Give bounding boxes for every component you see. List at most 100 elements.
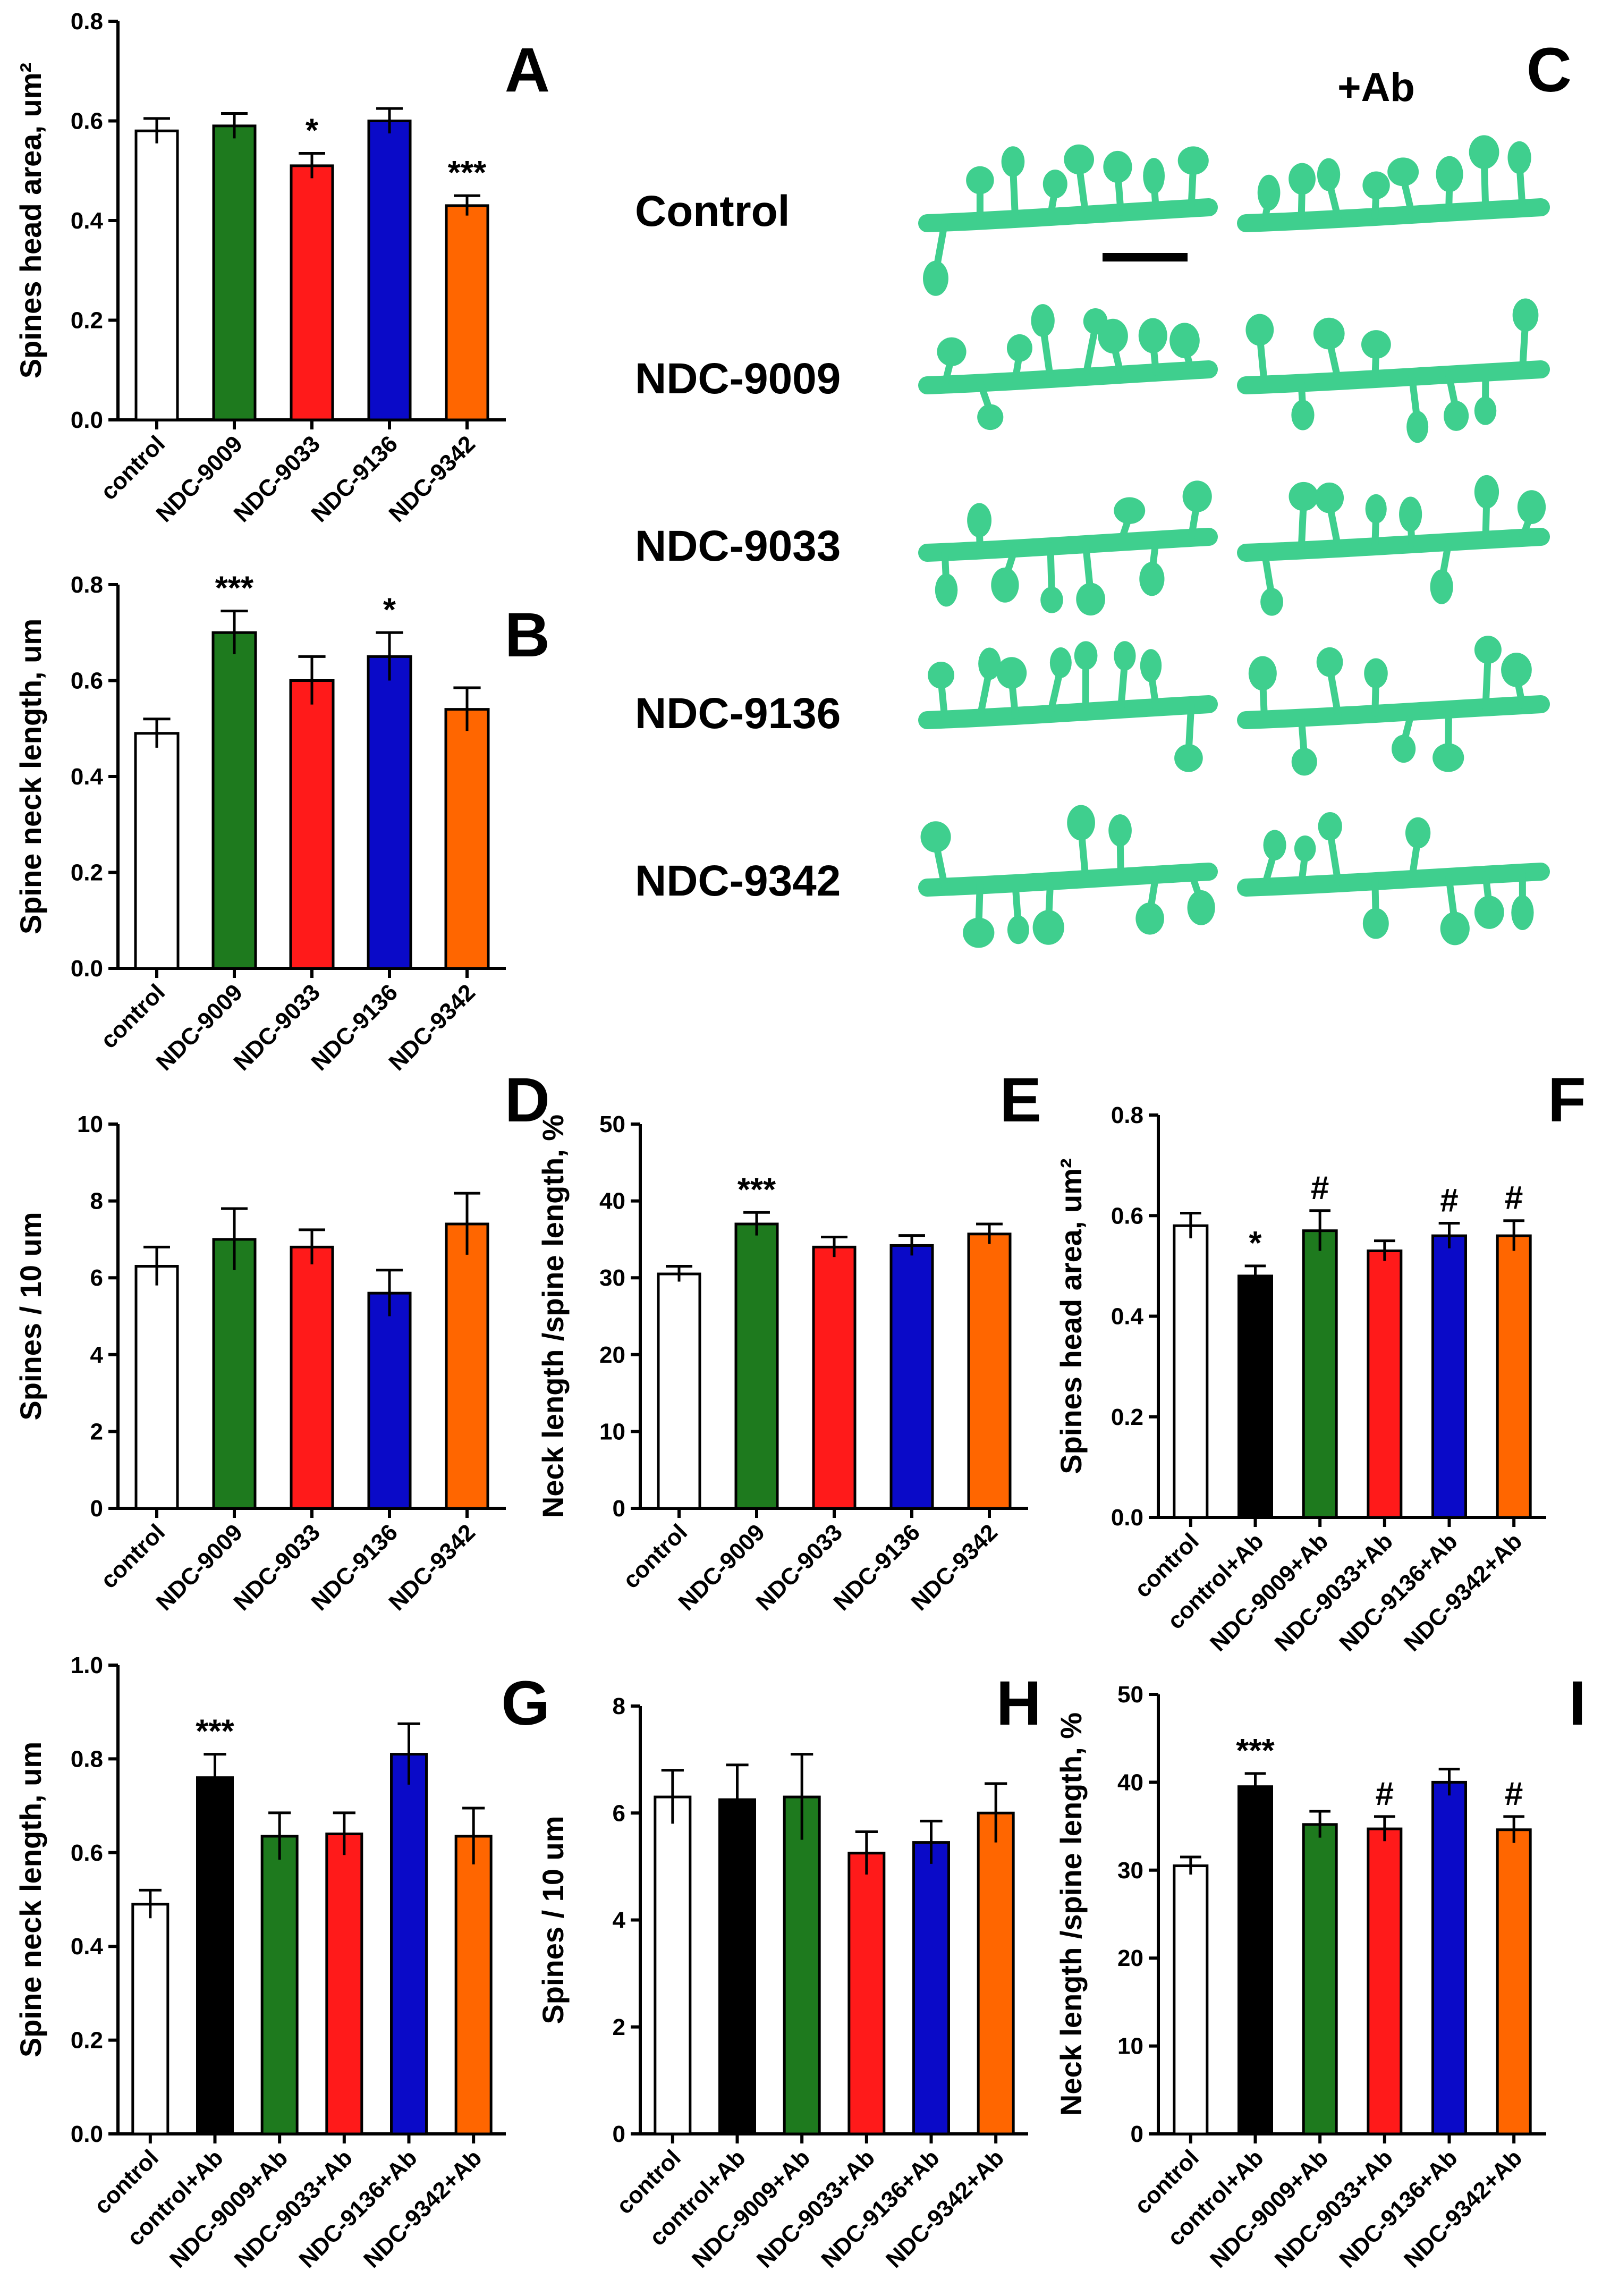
panel-letter-e: E <box>999 1065 1041 1135</box>
y-tick-label: 50 <box>1117 1682 1143 1708</box>
row-label-control: Control <box>635 187 790 235</box>
y-tick-label: 6 <box>613 1800 625 1826</box>
y-tick-label: 30 <box>1117 1858 1143 1884</box>
y-axis-title: Spines / 10 um <box>536 1816 570 2024</box>
significance-marker: *** <box>738 1171 776 1208</box>
bar-ndc-9009 <box>211 631 257 970</box>
y-tick-label: 2 <box>613 2014 625 2040</box>
y-tick-label: 0 <box>613 2121 625 2147</box>
bar-ndc-9342-ab <box>454 1835 493 2135</box>
bar-ndc-9136 <box>367 120 412 421</box>
chart-a: 0.0 0.2 0.4 0.6 0.8 Spines head area, um² cont… <box>14 9 550 527</box>
y-tick-label: 0.2 <box>71 2028 103 2054</box>
bar-ndc-9009-ab <box>1302 1823 1338 2135</box>
y-axis-title: Spines / 10 um <box>14 1212 47 1420</box>
y-tick-label: 6 <box>90 1265 103 1291</box>
y-tick-label: 40 <box>599 1188 625 1214</box>
charts-layer: 0.0 0.2 0.4 0.6 0.8 Spines head area, um² cont… <box>14 9 1586 2273</box>
significance-marker: # <box>1440 1182 1458 1219</box>
bar-ndc-9342 <box>444 708 490 970</box>
y-axis-title: Spines head area, um² <box>1054 1158 1088 1474</box>
category-label: NDC-9342+Ab <box>1399 2145 1527 2273</box>
row-label-ndc-9342: NDC-9342 <box>635 857 841 905</box>
category-label: NDC-9342+Ab <box>359 2145 487 2273</box>
bar-ndc-9033 <box>290 1245 334 1510</box>
bar-ndc-9033 <box>290 164 334 421</box>
bar-ndc-9342 <box>967 1233 1012 1510</box>
significance-marker: * <box>1249 1225 1262 1262</box>
panel-letter-h: H <box>996 1668 1041 1738</box>
y-tick-label: 4 <box>613 1907 626 1934</box>
bar-ndc-9136 <box>367 655 412 970</box>
significance-marker: # <box>1311 1170 1329 1206</box>
y-axis-title: Spine neck length, um <box>14 1742 47 2057</box>
y-tick-label: 0.2 <box>71 308 103 334</box>
bar-ndc-9342-ab <box>1496 1828 1532 2135</box>
y-tick-label: 0.0 <box>1111 1505 1143 1531</box>
bar-ndc-9009-ab <box>783 1795 821 2135</box>
y-tick-label: 0 <box>90 1496 103 1522</box>
bar-ndc-9342 <box>445 1222 489 1510</box>
y-tick-label: 0.4 <box>71 208 104 234</box>
significance-marker: * <box>306 112 319 149</box>
bar-ndc-9033 <box>812 1245 857 1510</box>
row-label-ndc-9033: NDC-9033 <box>635 522 841 570</box>
row-label-ndc-9009: NDC-9009 <box>635 354 841 403</box>
category-label: NDC-9342+Ab <box>1399 1528 1527 1656</box>
significance-marker: *** <box>1236 1733 1275 1769</box>
y-tick-label: 50 <box>599 1111 625 1137</box>
y-tick-label: 8 <box>90 1188 103 1214</box>
y-tick-label: 0.8 <box>1111 1102 1143 1128</box>
bar-ndc-9342 <box>445 204 489 421</box>
panel-letter-c: C <box>1527 35 1572 105</box>
y-tick-label: 8 <box>613 1693 625 1719</box>
bar-ndc-9033-ab <box>847 1852 886 2135</box>
bar-control-ab <box>1237 1785 1273 2135</box>
dendrite-image-ab-row-1 <box>1237 135 1550 232</box>
bar-ndc-9033-ab <box>325 1833 363 2135</box>
micrograph-panel: C +Ab Control NDC-9009 NDC-9033 NDC-9136… <box>635 35 1572 948</box>
bar-control <box>1173 1224 1209 1519</box>
bar-control <box>134 1265 179 1510</box>
bar-ndc-9009-ab <box>1302 1229 1338 1519</box>
dendrite-image-row-4 <box>918 641 1218 772</box>
y-tick-label: 0.0 <box>71 2121 103 2147</box>
panel-letter-a: A <box>505 35 550 105</box>
bar-control <box>654 1795 692 2135</box>
bar-control-ab <box>1237 1274 1273 1519</box>
category-label: NDC-9136+Ab <box>1334 2145 1462 2273</box>
category-label: control <box>96 430 170 505</box>
bar-ndc-9009-ab <box>260 1835 299 2135</box>
category-label: control <box>618 1519 692 1593</box>
panel-letter-i: I <box>1569 1668 1586 1738</box>
bar-control <box>134 129 179 421</box>
category-label: NDC-9136+Ab <box>294 2145 422 2273</box>
bar-control-ab <box>196 1776 234 2135</box>
y-tick-label: 40 <box>1117 1769 1143 1795</box>
dendrite-image-ab-row-3 <box>1237 475 1550 616</box>
dendrite-image-ab-row-5 <box>1237 812 1550 946</box>
y-tick-label: 0.4 <box>71 1934 104 1960</box>
category-label: control <box>96 1519 170 1593</box>
bar-ndc-9136 <box>889 1244 934 1510</box>
category-label: control <box>96 979 170 1053</box>
y-tick-label: 0.2 <box>71 860 103 886</box>
y-tick-label: 10 <box>1117 2033 1143 2059</box>
panel-letter-g: G <box>501 1668 550 1738</box>
y-tick-label: 0.6 <box>1111 1203 1143 1229</box>
y-tick-label: 20 <box>599 1342 625 1368</box>
ab-column-label: +Ab <box>1337 65 1415 110</box>
y-tick-label: 0.0 <box>71 956 103 982</box>
y-tick-label: 0.8 <box>71 9 103 35</box>
y-tick-label: 10 <box>599 1419 625 1445</box>
panel-letter-b: B <box>505 600 550 670</box>
y-tick-label: 0.8 <box>71 1746 103 1772</box>
category-label: NDC-9033+Ab <box>230 2145 358 2273</box>
bar-control <box>131 1903 169 2135</box>
bar-ndc-9009 <box>734 1222 779 1510</box>
bar-control <box>1173 1864 1209 2135</box>
y-tick-label: 0.2 <box>1111 1404 1143 1430</box>
